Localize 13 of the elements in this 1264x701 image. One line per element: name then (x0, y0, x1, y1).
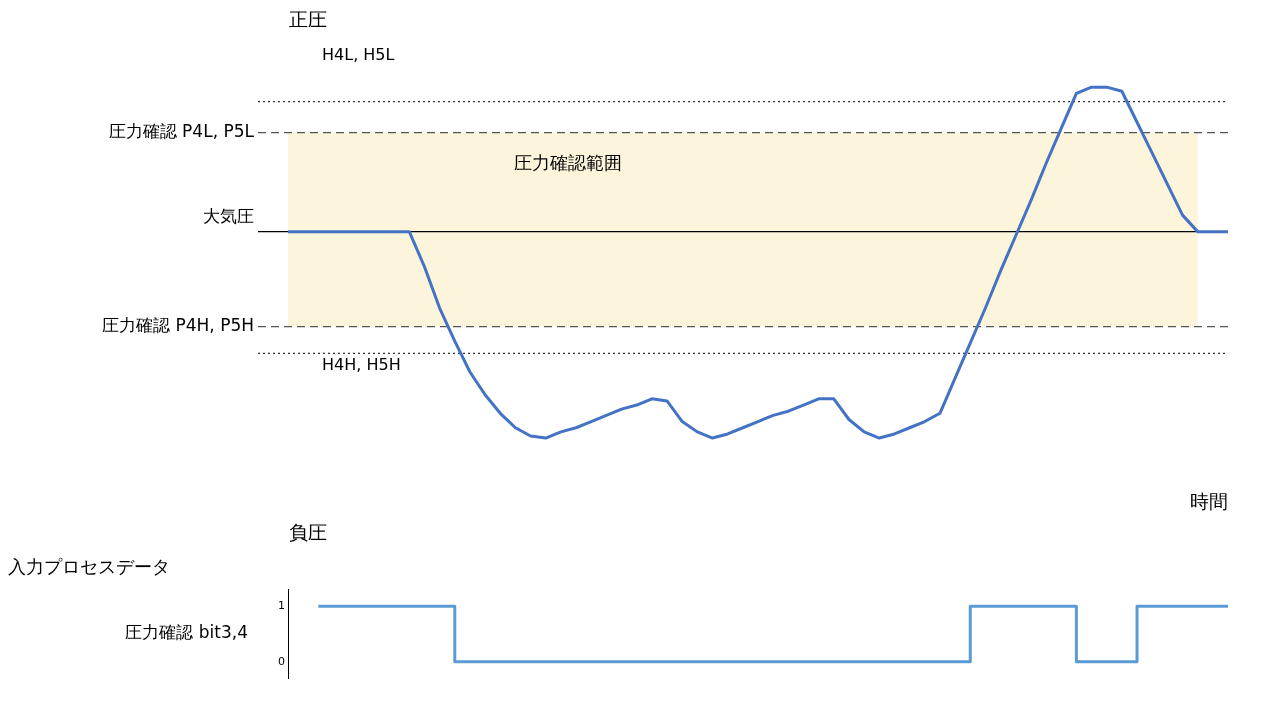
y-axis-title: 圧力確認 bit3,4 (125, 622, 248, 643)
ref-line-label: 大気圧 (203, 205, 254, 226)
text: 正圧 (289, 8, 327, 31)
x-axis-title: 時間 (1190, 489, 1228, 512)
ref-line-label: 圧力確認 P4H, P5H (102, 315, 254, 336)
y-tick-label: 0 (278, 654, 285, 668)
text: 入力プロセスデータ (8, 556, 170, 578)
text: 負圧 (289, 521, 327, 544)
annotation: H4H, H5H (322, 355, 401, 375)
y-tick-label: 1 (278, 599, 285, 613)
ref-line-label: 圧力確認 P4L, P5L (108, 120, 255, 141)
band-label: 圧力確認範囲 (513, 152, 622, 174)
text: H4L, H5L (322, 45, 395, 65)
